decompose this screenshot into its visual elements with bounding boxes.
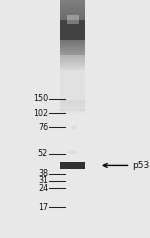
Bar [60, 2, 85, 3]
Bar [60, 87, 85, 88]
Bar [60, 12, 85, 13]
Bar [60, 28, 85, 30]
Bar [60, 27, 85, 28]
Text: p53: p53 [132, 161, 149, 170]
Bar [60, 35, 85, 37]
Bar [60, 73, 85, 75]
Bar [60, 55, 85, 57]
Bar [60, 7, 85, 8]
Bar [60, 60, 85, 62]
Text: 31: 31 [38, 176, 48, 185]
Text: 38: 38 [38, 169, 48, 178]
Bar [60, 52, 85, 53]
Bar [60, 112, 85, 113]
Bar [60, 58, 85, 60]
Bar [60, 70, 85, 72]
Bar [60, 104, 85, 105]
Bar [60, 88, 85, 90]
Bar [60, 92, 85, 93]
Bar [60, 48, 85, 50]
Text: 17: 17 [38, 203, 48, 212]
Bar [60, 108, 85, 109]
Bar [60, 33, 85, 35]
Bar [60, 98, 85, 100]
Bar [60, 101, 85, 102]
Text: 52: 52 [38, 149, 48, 158]
Text: 76: 76 [38, 123, 48, 132]
Bar [60, 78, 85, 80]
Bar [60, 82, 85, 83]
Bar [60, 95, 85, 97]
Text: 150: 150 [33, 94, 48, 103]
Bar [60, 67, 85, 68]
Bar [60, 62, 85, 63]
Bar [60, 100, 85, 101]
Bar [60, 85, 85, 87]
Text: 102: 102 [33, 109, 48, 118]
Bar [60, 47, 85, 48]
Bar [60, 17, 85, 18]
Bar [60, 23, 85, 25]
Bar [60, 8, 85, 10]
Bar [60, 25, 85, 27]
Bar [60, 106, 85, 107]
Ellipse shape [68, 151, 78, 154]
Text: 24: 24 [38, 183, 48, 193]
Bar [60, 37, 85, 38]
Bar [60, 107, 85, 108]
Bar [60, 45, 85, 47]
Bar [60, 20, 85, 22]
Bar [60, 57, 85, 58]
Bar [60, 32, 85, 33]
Bar [60, 65, 85, 67]
Bar [60, 15, 85, 17]
Bar [60, 97, 85, 98]
Bar [60, 5, 85, 7]
Bar [60, 105, 85, 106]
Ellipse shape [71, 125, 77, 129]
Bar [60, 42, 85, 43]
Bar [60, 110, 85, 111]
Bar [60, 53, 85, 55]
Bar [60, 18, 85, 20]
Bar [60, 83, 85, 85]
Bar [60, 68, 85, 70]
Bar [60, 0, 85, 2]
Bar [60, 3, 85, 5]
Bar [60, 77, 85, 78]
Bar [60, 30, 85, 32]
Bar [60, 22, 85, 23]
Bar [60, 113, 85, 114]
Bar [60, 80, 85, 82]
Bar [60, 63, 85, 65]
Bar [60, 72, 85, 73]
Bar [60, 111, 85, 112]
Bar [60, 93, 85, 95]
Bar [67, 15, 79, 24]
Bar [60, 50, 85, 52]
Bar [60, 75, 85, 77]
Bar [60, 40, 85, 42]
Bar [60, 38, 85, 40]
Bar [60, 103, 85, 104]
Bar [60, 10, 85, 12]
Bar [62, 164, 84, 167]
Bar [60, 13, 85, 15]
Bar [60, 90, 85, 92]
Bar [60, 102, 85, 103]
Bar [60, 109, 85, 110]
Bar [60, 162, 85, 169]
Bar [60, 43, 85, 45]
